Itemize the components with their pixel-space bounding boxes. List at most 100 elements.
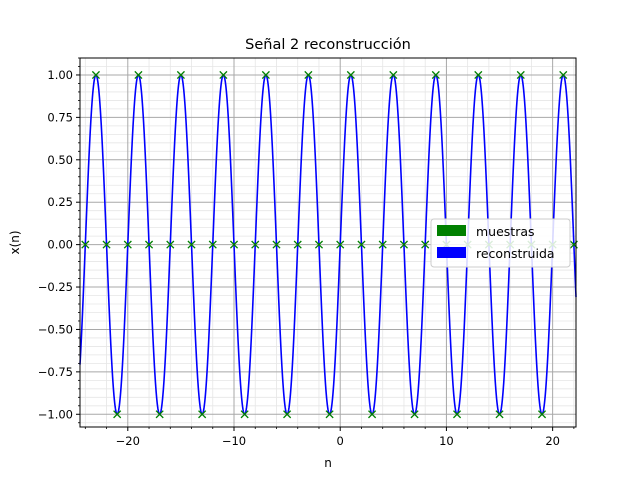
plot-frame <box>79 57 577 428</box>
sample-marker <box>240 410 249 419</box>
sample-marker <box>431 70 440 80</box>
sample-marker <box>452 410 462 419</box>
sample-marker <box>155 410 164 419</box>
sample-marker <box>91 70 100 80</box>
sample-marker-stroke <box>251 240 260 249</box>
sample-marker-stroke <box>91 70 100 80</box>
sample-marker <box>304 70 313 80</box>
y-axis-label: x(n) <box>8 230 22 254</box>
sample-marker <box>102 240 111 249</box>
sample-marker-stroke <box>123 240 132 249</box>
sample-marker-stroke <box>516 70 525 80</box>
chart-title: Señal 2 reconstrucción <box>245 37 411 53</box>
sample-marker-stroke <box>314 240 324 249</box>
sample-marker-stroke <box>559 70 568 80</box>
sample-marker <box>208 240 217 249</box>
sample-marker-stroke <box>134 70 143 80</box>
sample-marker <box>123 240 132 249</box>
sample-marker-stroke <box>144 240 154 249</box>
x-axis: −20 −10 0 10 20 <box>84 427 575 448</box>
y-tick-label: 0.00 <box>47 238 73 252</box>
legend: muestras reconstruida <box>430 218 571 268</box>
sample-marker <box>389 70 398 80</box>
y-tick-label: 1.00 <box>47 68 73 82</box>
sample-marker-stroke <box>399 240 408 249</box>
sample-marker-stroke <box>293 240 302 249</box>
sample-marker <box>516 70 525 80</box>
sample-marker-stroke <box>155 410 164 419</box>
sample-marker-stroke <box>368 410 377 419</box>
sample-marker <box>336 240 345 249</box>
y-tick-label: 0.25 <box>47 195 73 209</box>
y-tick-label: −1.00 <box>38 407 73 421</box>
sample-marker <box>272 240 281 249</box>
sample-marker <box>229 240 239 249</box>
sample-marker-stroke <box>304 70 313 80</box>
sample-marker-stroke <box>378 240 387 249</box>
sample-marker-stroke <box>283 410 292 419</box>
sample-marker-stroke <box>325 410 334 419</box>
sample-marker-stroke <box>357 240 366 249</box>
sample-marker <box>187 240 196 249</box>
sample-marker <box>537 410 547 419</box>
sample-marker-stroke <box>198 410 207 419</box>
x-tick-label: 20 <box>545 434 560 448</box>
sample-marker <box>368 410 377 419</box>
sample-marker-stroke <box>219 70 228 80</box>
x-tick-label: 10 <box>439 434 454 448</box>
sample-marker-stroke <box>336 240 345 249</box>
sample-marker <box>261 70 270 80</box>
sample-marker <box>314 240 324 249</box>
sample-marker <box>474 70 483 80</box>
sample-marker-stroke <box>176 70 185 80</box>
sample-marker-stroke <box>113 410 122 419</box>
x-axis-label: n <box>324 456 332 470</box>
sample-marker-stroke <box>474 70 483 80</box>
sample-marker <box>251 240 260 249</box>
sample-marker-stroke <box>495 410 504 419</box>
y-tick-label: −0.50 <box>38 322 73 336</box>
sample-marker-stroke <box>102 240 111 249</box>
y-tick-label: 0.75 <box>47 110 73 124</box>
sample-marker <box>293 240 302 249</box>
major-grid <box>80 58 576 427</box>
sample-marker <box>81 240 90 249</box>
sample-marker-stroke <box>229 240 239 249</box>
sample-marker-stroke <box>261 70 270 80</box>
x-tick-label: −10 <box>222 434 246 448</box>
sample-marker-stroke <box>81 240 90 249</box>
curves <box>79 74 577 416</box>
y-tick-label: −0.25 <box>38 280 73 294</box>
sample-marker <box>113 410 122 419</box>
sample-marker <box>495 410 504 419</box>
x-tick-label: −20 <box>116 434 140 448</box>
sample-marker-stroke <box>421 240 430 249</box>
sample-marker <box>166 240 175 249</box>
x-tick-label: 0 <box>337 434 344 448</box>
sample-marker <box>219 70 228 80</box>
legend-swatch-reconstruida <box>437 247 466 258</box>
sample-marker-stroke <box>431 70 440 80</box>
y-tick-label: 0.50 <box>47 153 73 167</box>
sample-marker <box>357 240 366 249</box>
sample-marker <box>346 70 355 80</box>
y-axis: −1.00 −0.75 −0.50 −0.25 0.00 0.25 0.50 0.75 1.00 <box>38 57 80 424</box>
sample-marker <box>410 410 419 419</box>
sample-marker-stroke <box>389 70 398 80</box>
sample-marker-stroke <box>410 410 419 419</box>
sample-marker-stroke <box>452 410 462 419</box>
sample-marker-stroke <box>272 240 281 249</box>
sample-marker <box>421 240 430 249</box>
sample-marker <box>176 70 185 80</box>
y-tick-label: −0.75 <box>38 365 73 379</box>
sample-marker <box>134 70 143 80</box>
legend-label-muestras: muestras <box>476 224 535 239</box>
sample-marker <box>399 240 408 249</box>
sample-marker <box>378 240 387 249</box>
sample-marker <box>283 410 292 419</box>
sample-marker-stroke <box>187 240 196 249</box>
sample-marker-stroke <box>166 240 175 249</box>
sample-marker-stroke <box>240 410 249 419</box>
sample-marker-stroke <box>208 240 217 249</box>
